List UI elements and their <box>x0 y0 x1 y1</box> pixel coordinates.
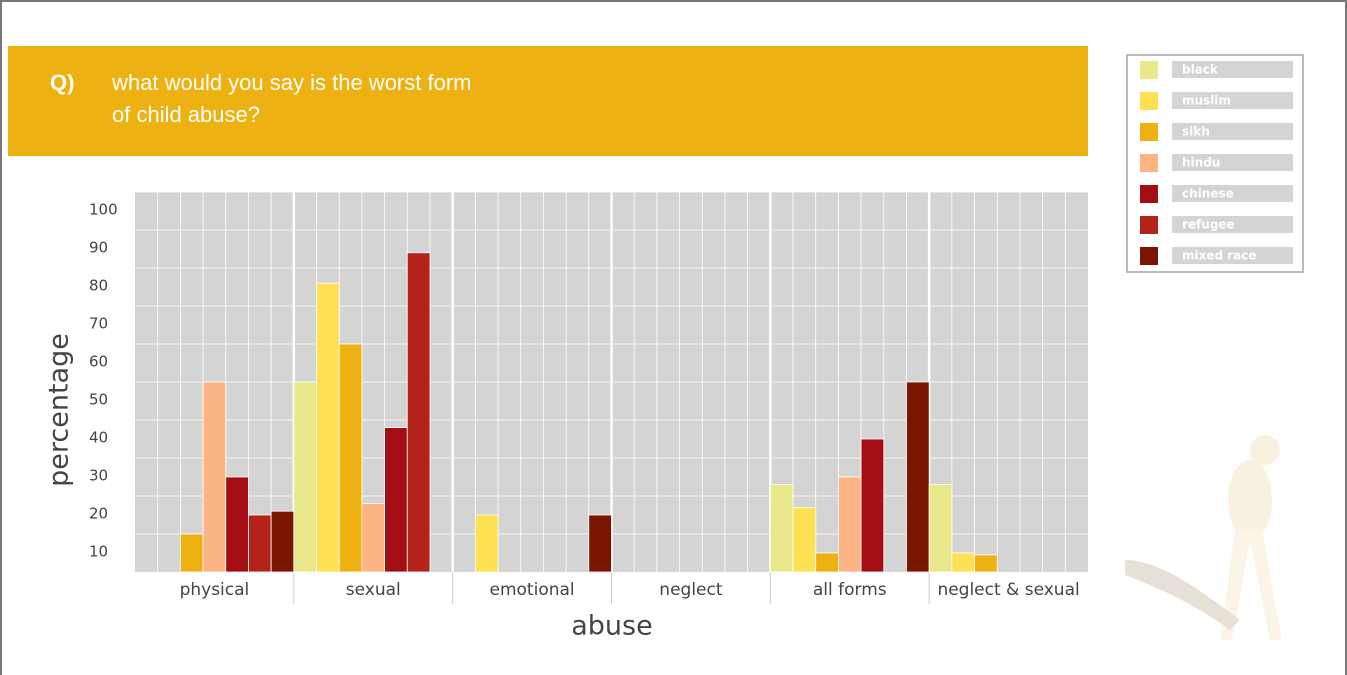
bar <box>338 343 363 573</box>
legend-swatch <box>1140 185 1158 203</box>
bar <box>588 514 612 573</box>
y-tick-label: 70 <box>89 315 108 333</box>
legend-label-box <box>1172 247 1293 264</box>
y-tick-label: 40 <box>89 429 108 447</box>
y-tick-label: 90 <box>89 239 108 257</box>
bar <box>293 381 317 573</box>
header-band <box>8 46 1088 156</box>
bar <box>860 438 885 573</box>
legend-label: mixed race <box>1182 249 1257 263</box>
x-tick-label: neglect <box>659 580 723 600</box>
bar <box>928 484 953 573</box>
legend-swatch <box>1140 216 1158 234</box>
legend-label: muslim <box>1182 94 1231 108</box>
bar <box>406 252 431 573</box>
legend-label: black <box>1182 63 1219 77</box>
legend-swatch <box>1140 92 1158 110</box>
bar <box>270 510 295 573</box>
legend-label: chinese <box>1182 187 1234 201</box>
legend-label-box <box>1172 61 1293 78</box>
question-line: of child abuse? <box>112 102 260 127</box>
bar <box>769 484 794 573</box>
x-tick-label: emotional <box>490 580 575 600</box>
legend-label: hindu <box>1182 156 1220 170</box>
y-tick-label: 80 <box>89 277 108 295</box>
bar <box>179 533 204 573</box>
legend-swatch <box>1140 123 1158 141</box>
y-tick-label: 30 <box>89 467 108 485</box>
x-tick-label: sexual <box>346 580 401 600</box>
question-line: what would you say is the worst form <box>111 70 471 95</box>
legend-label-box <box>1172 216 1293 233</box>
y-tick-label: 10 <box>89 543 108 561</box>
x-tick-label: physical <box>180 580 250 600</box>
bar <box>474 514 499 573</box>
legend-label: sikh <box>1182 125 1210 139</box>
legend-label-box <box>1172 92 1293 109</box>
legend-swatch <box>1140 247 1158 265</box>
bar <box>951 552 975 573</box>
bar <box>384 427 408 573</box>
bar <box>225 476 249 573</box>
y-axis-label: percentage <box>44 333 75 487</box>
bar <box>316 282 340 573</box>
legend-label-box <box>1172 185 1293 202</box>
legend-label-box <box>1172 154 1293 171</box>
y-tick-label: 60 <box>89 353 108 371</box>
bar <box>792 506 817 573</box>
y-tick-label: 50 <box>89 391 108 409</box>
bar <box>974 554 998 573</box>
x-tick-label: neglect & sexual <box>937 580 1079 600</box>
legend-swatch <box>1140 61 1158 79</box>
y-tick-label: 100 <box>89 201 118 219</box>
bar <box>838 476 862 573</box>
x-tick-label: all forms <box>813 580 887 600</box>
bar <box>815 552 839 573</box>
decoration <box>1125 435 1282 640</box>
x-axis-label: abuse <box>571 611 652 642</box>
bar <box>906 381 930 573</box>
legend-swatch <box>1140 154 1158 172</box>
bar <box>202 381 227 573</box>
question-prefix: Q) <box>50 70 74 95</box>
bar <box>361 503 385 573</box>
bar <box>248 514 272 573</box>
legend-label-box <box>1172 123 1293 140</box>
legend-label: refugee <box>1182 218 1235 232</box>
y-tick-label: 20 <box>89 505 108 523</box>
